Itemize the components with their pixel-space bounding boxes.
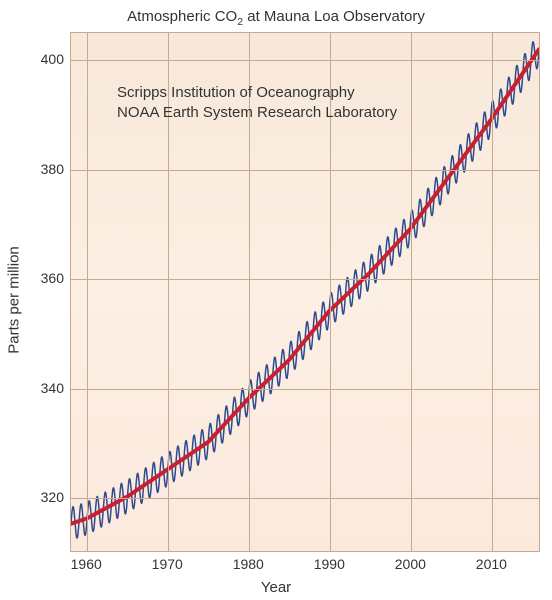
chart-container: Atmospheric CO2 at Mauna Loa Observatory… [0,0,552,600]
x-tick-label: 2010 [476,556,507,572]
grid-line-horizontal [71,60,539,61]
grid-line-horizontal [71,279,539,280]
grid-line-vertical [87,33,88,551]
grid-line-vertical [492,33,493,551]
y-tick-label: 320 [41,489,64,505]
grid-line-horizontal [71,389,539,390]
grid-line-vertical [411,33,412,551]
credit-line: NOAA Earth System Research Laboratory [117,104,397,121]
y-tick-label: 400 [41,51,64,67]
y-tick-label: 360 [41,270,64,286]
grid-line-horizontal [71,170,539,171]
y-tick-label: 380 [41,161,64,177]
x-tick-label: 1990 [314,556,345,572]
x-tick-label: 1960 [71,556,102,572]
chart-title: Atmospheric CO2 at Mauna Loa Observatory [0,8,552,28]
y-tick-label: 340 [41,380,64,396]
x-tick-label: 1970 [152,556,183,572]
y-axis-label: Parts per million [6,246,23,354]
x-axis-label: Year [0,579,552,596]
x-tick-label: 2000 [395,556,426,572]
x-tick-label: 1980 [233,556,264,572]
grid-line-horizontal [71,498,539,499]
credit-line: Scripps Institution of Oceanography [117,84,355,101]
